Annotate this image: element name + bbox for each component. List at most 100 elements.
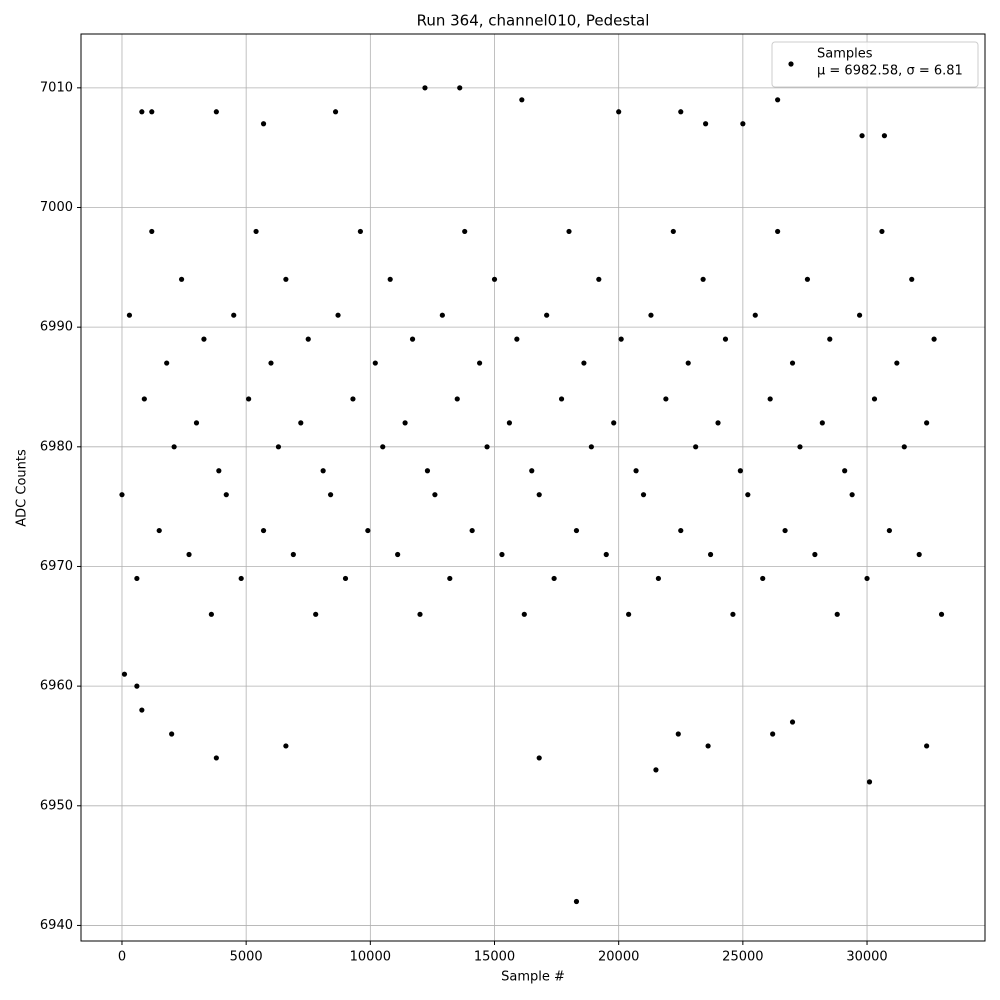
point <box>544 312 550 318</box>
legend-box <box>771 41 979 88</box>
point <box>730 611 736 617</box>
point <box>775 228 781 235</box>
point <box>618 336 624 342</box>
point <box>700 276 706 282</box>
point <box>178 276 185 282</box>
point <box>327 492 334 498</box>
point <box>804 276 811 282</box>
point <box>121 671 128 677</box>
point <box>402 420 408 426</box>
point <box>675 731 681 737</box>
point <box>499 551 505 558</box>
point <box>409 336 416 342</box>
point <box>909 276 915 282</box>
point <box>171 444 177 450</box>
y-tick-label: 7000 <box>40 200 73 215</box>
point <box>536 755 542 761</box>
point <box>856 312 863 318</box>
x-tick-label: 10000 <box>350 950 391 965</box>
point <box>859 133 865 139</box>
point <box>581 360 587 366</box>
x-tick-label: 5000 <box>230 950 263 965</box>
point <box>789 719 796 725</box>
legend-marker <box>788 61 794 67</box>
point <box>320 468 326 474</box>
point <box>916 551 922 558</box>
point <box>653 767 659 773</box>
point <box>432 492 438 498</box>
x-tick-label: 15000 <box>474 950 515 965</box>
point <box>447 575 453 582</box>
point <box>422 85 428 91</box>
point <box>283 276 289 282</box>
legend: Samples μ = 6982.58, σ = 6.81 <box>771 41 979 88</box>
point <box>213 755 219 761</box>
point <box>737 468 743 474</box>
point <box>678 109 684 115</box>
y-tick-label: 6980 <box>40 439 73 454</box>
point <box>253 228 259 235</box>
point <box>770 731 776 737</box>
point <box>238 575 244 582</box>
point <box>290 551 296 558</box>
point <box>380 444 386 450</box>
point <box>603 551 609 558</box>
point <box>551 575 557 582</box>
point <box>866 779 873 785</box>
point <box>558 396 565 402</box>
point <box>536 492 542 498</box>
x-axis-label: Sample # <box>501 970 565 985</box>
point <box>216 468 222 474</box>
point <box>879 228 885 235</box>
point <box>462 228 468 235</box>
point <box>616 109 622 115</box>
point <box>313 611 319 617</box>
point <box>782 527 788 534</box>
point <box>760 575 766 582</box>
point <box>894 360 900 366</box>
point <box>164 360 170 366</box>
point <box>223 492 229 498</box>
point <box>141 396 147 402</box>
x-tick-label: 25000 <box>722 950 763 965</box>
point <box>881 133 888 139</box>
point <box>134 575 140 582</box>
y-axis-label: ADC Counts <box>15 449 30 527</box>
point <box>484 444 490 450</box>
point <box>864 575 870 582</box>
y-tick-label: 6990 <box>40 320 73 335</box>
point <box>454 396 460 402</box>
point <box>529 468 535 474</box>
point <box>611 420 617 426</box>
point <box>648 312 654 318</box>
point <box>588 444 594 450</box>
chart-title: Run 364, channel010, Pedestal <box>417 12 650 30</box>
y-tick-label: 6950 <box>40 798 73 813</box>
point <box>886 527 892 534</box>
point <box>775 97 781 103</box>
point <box>705 743 711 749</box>
point <box>275 444 282 450</box>
point <box>126 312 133 318</box>
points <box>119 85 945 905</box>
point <box>819 420 825 426</box>
point <box>924 420 930 426</box>
point <box>417 611 423 617</box>
point <box>332 109 339 115</box>
legend-label: Samples <box>817 47 873 62</box>
x-tick-label: 0 <box>118 950 126 965</box>
point <box>797 444 803 450</box>
y-tick-label: 6970 <box>40 559 73 574</box>
point <box>767 396 773 402</box>
point <box>924 743 930 749</box>
point <box>745 492 751 498</box>
point <box>938 611 945 617</box>
point <box>342 575 349 582</box>
point <box>685 360 691 366</box>
point <box>693 444 699 450</box>
point <box>573 898 580 905</box>
point <box>827 336 833 342</box>
point <box>491 276 498 282</box>
